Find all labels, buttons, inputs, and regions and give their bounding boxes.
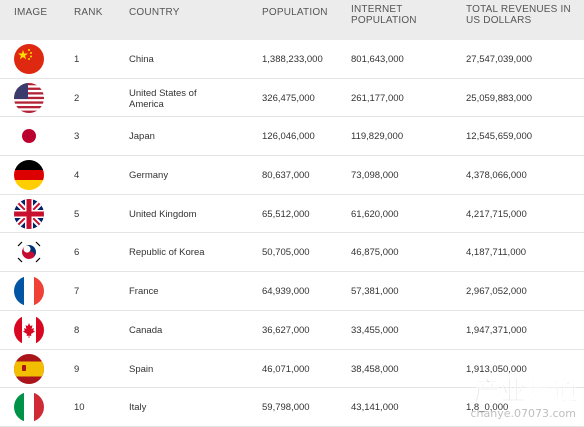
header-internet-population: INTERNET POPULATION — [351, 4, 417, 26]
internet-population-cell: 261,177,000 — [351, 92, 404, 104]
population-cell: 80,637,000 — [262, 170, 310, 182]
table-row: 8 Canada 36,627,000 33,455,000 1,947,371,000 — [0, 311, 584, 350]
revenue-cell: 12,545,659,000 — [466, 131, 533, 143]
rank-cell: 3 — [74, 131, 80, 143]
table-row: 7 France 64,939,000 57,381,000 2,967,052,000 — [0, 272, 584, 311]
germany-flag-icon — [14, 160, 44, 191]
internet-population-cell: 43,141,000 — [351, 402, 399, 414]
rank-cell: 2 — [74, 92, 80, 104]
population-cell: 64,939,000 — [262, 286, 310, 298]
header-population: POPULATION — [262, 7, 328, 18]
china-flag-icon — [14, 44, 44, 74]
rank-cell: 6 — [74, 247, 80, 259]
uk-flag-icon — [14, 198, 44, 229]
rank-cell: 10 — [74, 402, 85, 414]
rank-cell: 5 — [74, 208, 80, 220]
internet-population-cell: 73,098,000 — [351, 170, 399, 182]
table-row: 10 Italy 59,798,000 43,141,000 1,8_0,000 — [0, 388, 584, 427]
internet-population-cell: 38,458,000 — [351, 363, 399, 375]
country-cell: China — [129, 54, 154, 65]
internet-population-cell: 33,455,000 — [351, 324, 399, 336]
population-cell: 50,705,000 — [262, 247, 310, 259]
korea-flag-icon — [14, 237, 44, 268]
revenue-cell: 4,378,066,000 — [466, 170, 527, 182]
revenue-cell: 1,913,050,000 — [466, 363, 527, 375]
usa-flag-icon — [14, 82, 44, 113]
table-row: 4 Germany 80,637,000 73,098,000 4,378,066,00… — [0, 156, 584, 195]
italy-flag-icon — [14, 392, 44, 423]
country-cell: United Kingdom — [129, 208, 197, 220]
population-cell: 1,388,233,000 — [262, 54, 323, 65]
country-cell: Germany — [129, 170, 169, 182]
table-row: 9 Spain 46,071,000 38,458,000 1,913,050,000 — [0, 350, 584, 389]
table-row: 6 Republic of Korea 50,705,000 46,875,000 4,… — [0, 233, 584, 273]
rank-cell: 8 — [74, 324, 80, 336]
header-image: IMAGE — [14, 7, 48, 18]
internet-population-cell: 46,875,000 — [351, 247, 399, 259]
internet-population-cell: 57,381,000 — [351, 286, 399, 298]
country-cell: Italy — [129, 402, 147, 414]
rank-cell: 9 — [74, 363, 80, 375]
table-row: 5 United Kingdom 65,512,000 61,620,000 4,217… — [0, 195, 584, 234]
revenue-cell: 27,547,039,000 — [466, 54, 533, 65]
spain-flag-icon — [14, 353, 44, 384]
canada-flag-icon — [14, 314, 44, 345]
revenue-cell: 2,967,052,000 — [466, 286, 527, 298]
country-cell: Japan — [129, 131, 155, 143]
revenue-cell: 1,947,371,000 — [466, 324, 527, 336]
country-cell: Spain — [129, 363, 154, 375]
country-cell: United States of America — [129, 87, 197, 110]
header-rank: RANK — [74, 7, 103, 18]
country-cell: France — [129, 286, 159, 298]
japan-flag-icon — [14, 121, 44, 152]
table-body: 1 China 1,388,233,000 801,643,000 27,547,039… — [0, 40, 584, 427]
rank-cell: 4 — [74, 170, 80, 182]
header-country: COUNTRY — [129, 7, 180, 18]
country-cell: Republic of Korea — [129, 247, 205, 259]
rank-cell: 1 — [74, 54, 80, 65]
internet-population-cell: 119,829,000 — [351, 131, 404, 143]
france-flag-icon — [14, 276, 44, 307]
revenue-cell: 4,217,715,000 — [466, 208, 527, 220]
population-cell: 65,512,000 — [262, 208, 310, 220]
table-header: IMAGE RANK COUNTRY POPULATION INTERNET P… — [0, 0, 584, 40]
country-cell: Canada — [129, 324, 163, 336]
population-cell: 59,798,000 — [262, 402, 310, 414]
header-total-revenues: TOTAL REVENUES IN US DOLLARS — [466, 4, 571, 26]
table-row: 1 China 1,388,233,000 801,643,000 27,547,039… — [0, 40, 584, 79]
revenue-cell: 4,187,711,000 — [466, 247, 527, 259]
rank-cell: 7 — [74, 286, 80, 298]
table-row: 2 United States of America 326,475,000 261,… — [0, 79, 584, 118]
population-cell: 326,475,000 — [262, 92, 315, 104]
population-cell: 126,046,000 — [262, 131, 315, 143]
internet-population-cell: 801,643,000 — [351, 54, 404, 65]
internet-population-cell: 61,620,000 — [351, 208, 399, 220]
table-row: 3 Japan 126,046,000 119,829,000 12,545,659,0… — [0, 117, 584, 157]
revenue-cell: 1,8_0,000 — [466, 402, 509, 414]
population-cell: 36,627,000 — [262, 324, 310, 336]
population-cell: 46,071,000 — [262, 363, 310, 375]
revenue-cell: 25,059,883,000 — [466, 92, 533, 104]
